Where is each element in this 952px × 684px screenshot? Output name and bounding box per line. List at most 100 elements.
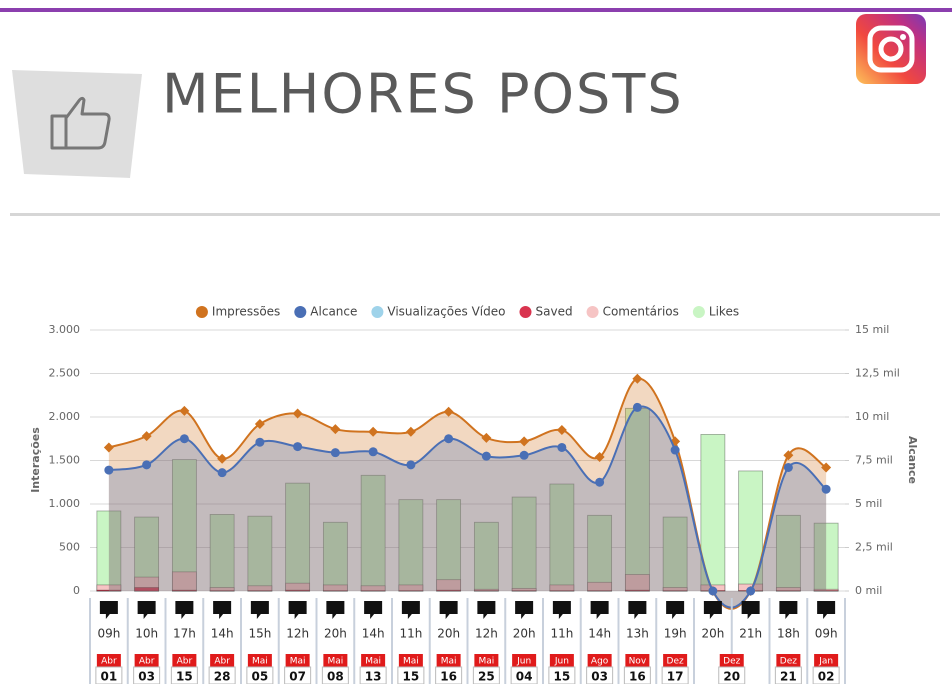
point-marker <box>783 462 793 472</box>
column-bar <box>587 514 613 592</box>
post-hour: 17h <box>173 627 196 641</box>
day-box <box>472 666 500 684</box>
month-badge <box>549 654 574 667</box>
month-badge <box>285 654 310 667</box>
column-bar <box>662 516 688 592</box>
instagram-icon <box>856 14 926 84</box>
y2-tick-label: 5 mil <box>855 497 882 510</box>
day-box <box>397 666 425 684</box>
post-hour: 18h <box>777 627 800 641</box>
comment-icon <box>628 601 647 619</box>
y2-tick-label: 7,5 mil <box>855 454 893 467</box>
post-hour: 09h <box>97 627 120 641</box>
post-day: 16 <box>629 670 646 684</box>
point-marker <box>217 468 227 478</box>
page-title: MELHORES POSTS <box>162 63 684 126</box>
day-box <box>661 666 689 684</box>
post-day: 20 <box>723 670 740 684</box>
post-hour: 13h <box>626 627 649 641</box>
post-day: 13 <box>365 670 382 684</box>
post-month: Mai <box>327 657 343 667</box>
legend-swatch <box>692 306 705 318</box>
month-badge <box>323 654 348 667</box>
post-month: Dez <box>667 657 684 667</box>
point-marker <box>141 431 152 442</box>
column-bar <box>171 589 197 592</box>
y-tick-label: 1.500 <box>49 454 81 467</box>
month-badge <box>587 654 612 667</box>
column-bar <box>247 515 273 592</box>
post-month: Jun <box>516 657 531 667</box>
month-badge <box>96 654 121 667</box>
column-bar <box>171 459 197 592</box>
day-box <box>321 666 349 684</box>
y-tick-label: 3.000 <box>49 323 81 336</box>
point-marker <box>821 484 831 494</box>
day-box <box>359 666 387 684</box>
column-bar <box>549 483 575 592</box>
comment-icon <box>779 601 798 619</box>
legend-label: Saved <box>535 305 572 319</box>
point-marker <box>594 452 605 463</box>
point-marker <box>217 453 228 464</box>
divider <box>10 213 940 216</box>
point-marker <box>632 402 642 412</box>
point-marker <box>481 451 491 461</box>
post-month: Dez <box>723 657 740 667</box>
comment-icon <box>439 601 458 619</box>
post-hour: 20h <box>513 627 536 641</box>
month-badge <box>134 654 159 667</box>
top-bar <box>0 8 952 12</box>
point-marker <box>368 426 379 437</box>
month-badge <box>512 654 537 667</box>
month-badge <box>625 654 650 667</box>
point-marker <box>632 373 643 384</box>
legend-swatch <box>294 306 307 318</box>
column-bar <box>511 496 537 592</box>
post-month: Mai <box>290 657 306 667</box>
legend-label: Alcance <box>310 305 357 319</box>
y2-tick-label: 0 mil <box>855 584 882 597</box>
post-hour: 21h <box>739 627 762 641</box>
column-bar <box>398 499 424 592</box>
point-marker <box>292 408 303 419</box>
y2-tick-label: 2,5 mil <box>855 541 893 554</box>
column-bar <box>209 514 235 592</box>
month-badge <box>474 654 499 667</box>
post-hour: 14h <box>211 627 234 641</box>
post-day: 07 <box>289 670 306 684</box>
day-box <box>774 666 802 684</box>
series-area <box>108 378 827 609</box>
legend-label: Comentários <box>603 305 679 319</box>
post-month: Mai <box>403 657 419 667</box>
post-month: Mai <box>252 657 268 667</box>
post-month: Nov <box>629 657 647 667</box>
legend: Impressões Alcance Visualizações Vídeo Save… <box>195 305 739 319</box>
point-marker <box>179 405 190 416</box>
point-marker <box>406 460 416 470</box>
y-tick-label: 2.500 <box>49 367 81 380</box>
post-hour: 12h <box>475 627 498 641</box>
column-bar <box>436 589 462 592</box>
comment-icon <box>590 601 609 619</box>
day-box <box>133 666 161 684</box>
column-bar <box>134 587 160 592</box>
y2-tick-label: 12,5 mil <box>855 367 900 380</box>
legend-swatch <box>519 306 532 318</box>
post-hour: 15h <box>248 627 271 641</box>
post-day: 08 <box>327 670 344 684</box>
month-badge <box>210 654 235 667</box>
y-tick-label: 2.000 <box>49 410 81 423</box>
month-badge <box>719 654 744 667</box>
column-bar <box>96 589 122 592</box>
comment-icon <box>515 601 534 619</box>
comment-icon <box>401 601 420 619</box>
post-hour: 11h <box>399 627 422 641</box>
post-hour: 14h <box>362 627 385 641</box>
point-marker <box>368 447 378 457</box>
comment-icon <box>666 601 685 619</box>
point-marker <box>557 442 567 452</box>
day-box <box>510 666 538 684</box>
day-box <box>284 666 312 684</box>
y-tick-label: 500 <box>59 541 80 554</box>
